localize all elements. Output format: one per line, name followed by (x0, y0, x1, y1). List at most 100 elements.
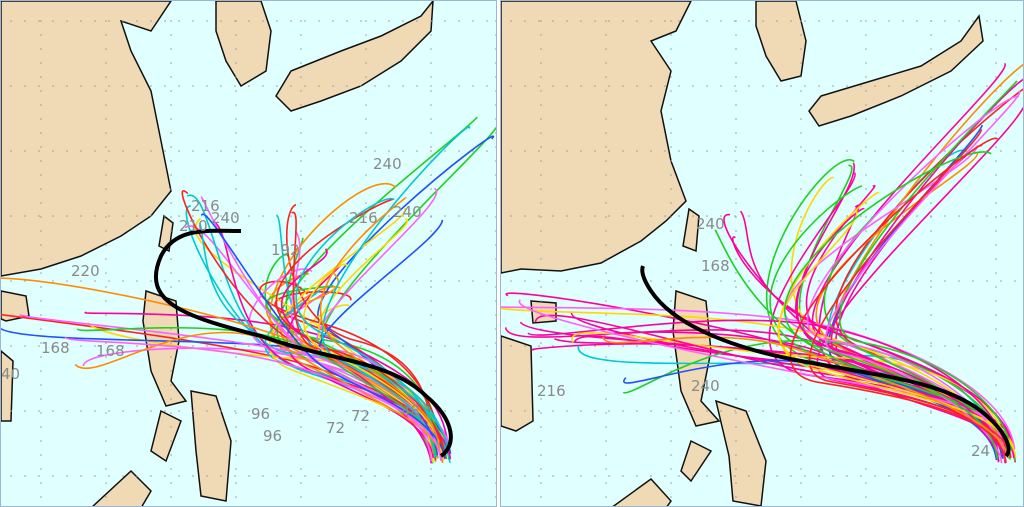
grid-dot (865, 20, 867, 22)
grid-dot (40, 482, 42, 484)
grid-dot (930, 410, 932, 412)
grid-dot (220, 475, 222, 477)
grid-dot (170, 188, 172, 190)
grid-dot (170, 34, 172, 36)
grid-dot (865, 62, 867, 64)
grid-dot (1000, 345, 1002, 347)
mean-track (640, 265, 1011, 458)
grid-dot (605, 76, 607, 78)
grid-dot (276, 150, 278, 152)
grid-dot (170, 342, 172, 344)
grid-dot (206, 410, 208, 412)
grid-dot (678, 475, 680, 477)
grid-dot (300, 426, 302, 428)
grid-dot (678, 150, 680, 152)
grid-dot (664, 280, 666, 282)
grid-dot (524, 215, 526, 217)
grid-dot (235, 160, 237, 162)
grid-dot (540, 146, 542, 148)
grid-dot (670, 356, 672, 358)
grid-dot (365, 216, 367, 218)
grid-dot (735, 104, 737, 106)
forecast-hour-label: 220 (71, 262, 100, 280)
grid-dot (150, 280, 152, 282)
grid-dot (430, 370, 432, 372)
grid-dot (318, 20, 320, 22)
grid-dot (636, 150, 638, 152)
grid-dot (248, 475, 250, 477)
grid-dot (800, 230, 802, 232)
grid-dot (300, 104, 302, 106)
grid-dot (670, 426, 672, 428)
grid-dot (10, 215, 12, 217)
grid-dot (486, 345, 488, 347)
grid-dot (10, 150, 12, 152)
grid-dot (495, 20, 496, 22)
grid-dot (776, 475, 778, 477)
grid-dot (300, 482, 302, 484)
forecast-hour-label: 168 (96, 342, 125, 360)
grid-dot (670, 20, 672, 22)
grid-dot (930, 300, 932, 302)
grid-dot (636, 475, 638, 477)
grid-dot (605, 90, 607, 92)
grid-dot (622, 85, 624, 87)
forecast-hour-label: 96 (251, 405, 270, 423)
grid-dot (66, 20, 68, 22)
grid-dot (235, 76, 237, 78)
grid-dot (300, 34, 302, 36)
grid-dot (365, 258, 367, 260)
grid-dot (594, 215, 596, 217)
grid-dot (650, 280, 652, 282)
grid-dot (262, 410, 264, 412)
grid-dot (510, 475, 512, 477)
grid-dot (495, 118, 496, 120)
grid-dot (105, 76, 107, 78)
grid-dot (846, 20, 848, 22)
grid-dot (510, 20, 512, 22)
grid-dot (206, 85, 208, 87)
forecast-hour-label: 48 (401, 402, 420, 420)
grid-dot (300, 496, 302, 498)
grid-dot (930, 244, 932, 246)
grid-dot (832, 85, 834, 87)
grid-dot (444, 150, 446, 152)
grid-dot (170, 230, 172, 232)
grid-dot (430, 286, 432, 288)
grid-dot (540, 132, 542, 134)
grid-dot (458, 280, 460, 282)
grid-dot (930, 215, 932, 217)
grid-dot (540, 20, 542, 22)
grid-dot (995, 216, 997, 218)
grid-dot (105, 398, 107, 400)
grid-dot (486, 475, 488, 477)
grid-dot (235, 48, 237, 50)
grid-dot (235, 216, 237, 218)
grid-dot (735, 90, 737, 92)
grid-dot (300, 62, 302, 64)
grid-dot (52, 345, 54, 347)
grid-dot (332, 150, 334, 152)
grid-dot (670, 174, 672, 176)
grid-dot (105, 62, 107, 64)
grid-dot (670, 300, 672, 302)
grid-dot (605, 146, 607, 148)
grid-dot (818, 280, 820, 282)
grid-dot (865, 426, 867, 428)
grid-dot (995, 370, 997, 372)
grid-dot (444, 20, 446, 22)
grid-dot (304, 280, 306, 282)
grid-dot (495, 272, 496, 274)
grid-dot (40, 370, 42, 372)
grid-dot (486, 85, 488, 87)
grid-dot (800, 48, 802, 50)
grid-dot (986, 475, 988, 477)
grid-dot (510, 280, 512, 282)
grid-dot (605, 370, 607, 372)
grid-dot (365, 20, 367, 22)
grid-dot (105, 34, 107, 36)
grid-dot (234, 20, 236, 22)
grid-dot (734, 280, 736, 282)
grid-dot (300, 188, 302, 190)
